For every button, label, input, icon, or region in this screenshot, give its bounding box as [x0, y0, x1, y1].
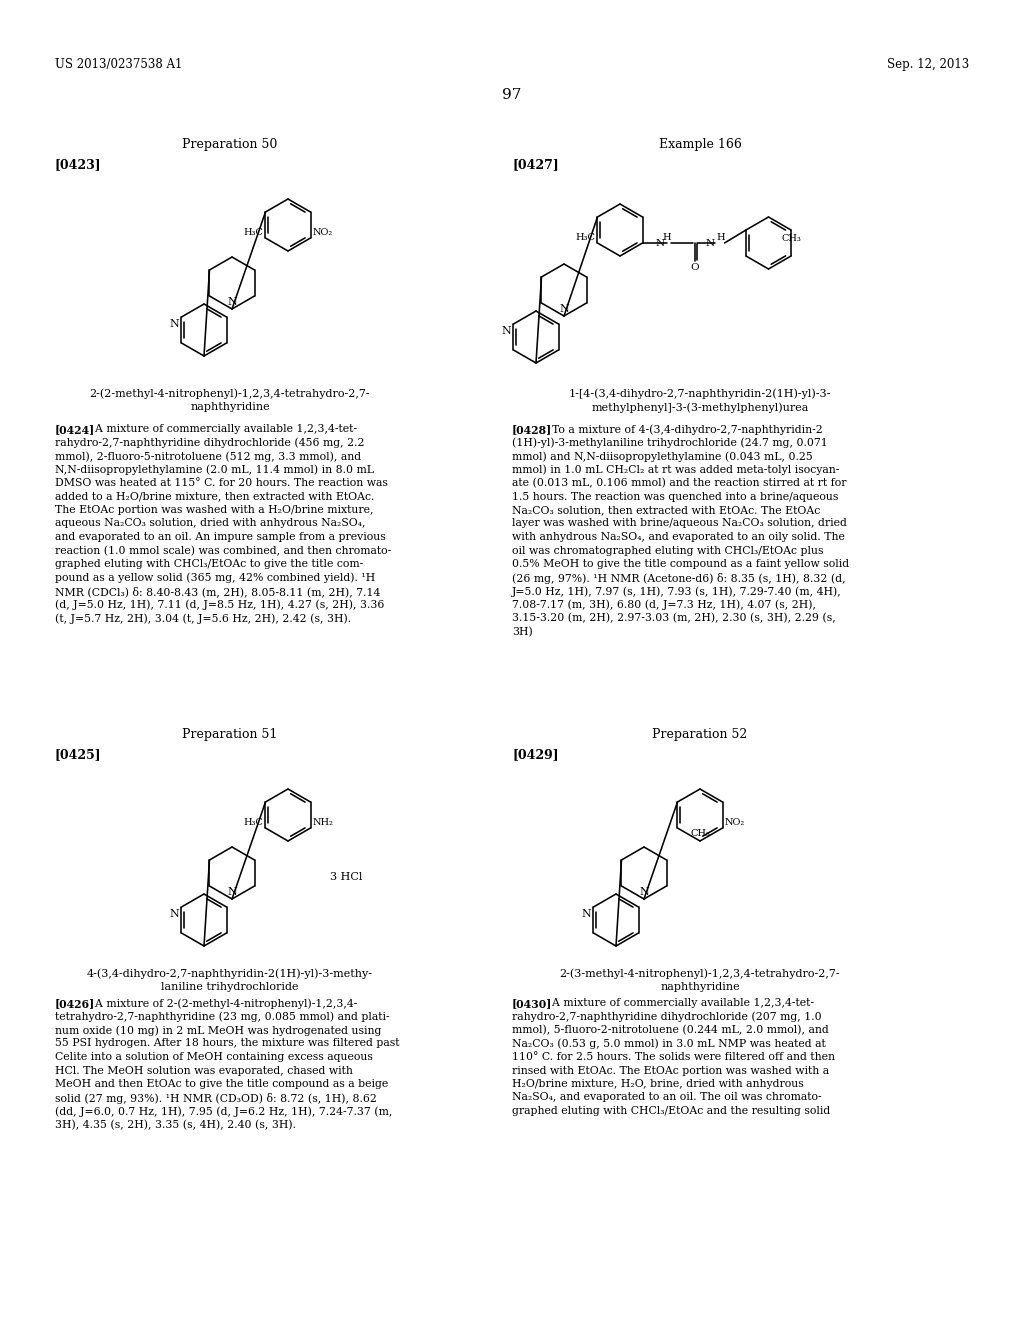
- Text: US 2013/0237538 A1: US 2013/0237538 A1: [55, 58, 182, 71]
- Text: (t, J=5.7 Hz, 2H), 3.04 (t, J=5.6 Hz, 2H), 2.42 (s, 3H).: (t, J=5.7 Hz, 2H), 3.04 (t, J=5.6 Hz, 2H…: [55, 612, 351, 623]
- Text: and evaporated to an oil. An impure sample from a previous: and evaporated to an oil. An impure samp…: [55, 532, 386, 543]
- Text: H: H: [663, 234, 671, 242]
- Text: N: N: [170, 319, 179, 329]
- Text: 3H), 4.35 (s, 2H), 3.35 (s, 4H), 2.40 (s, 3H).: 3H), 4.35 (s, 2H), 3.35 (s, 4H), 2.40 (s…: [55, 1119, 296, 1130]
- Text: To a mixture of 4-(3,4-dihydro-2,7-naphthyridin-2: To a mixture of 4-(3,4-dihydro-2,7-napht…: [545, 424, 822, 434]
- Text: [0427]: [0427]: [512, 158, 559, 172]
- Text: A mixture of commercially available 1,2,3,4-tet-: A mixture of commercially available 1,2,…: [545, 998, 814, 1008]
- Text: num oxide (10 mg) in 2 mL MeOH was hydrogenated using: num oxide (10 mg) in 2 mL MeOH was hydro…: [55, 1026, 381, 1036]
- Text: Preparation 50: Preparation 50: [182, 139, 278, 150]
- Text: [0430]: [0430]: [512, 998, 552, 1008]
- Text: 3 HCl: 3 HCl: [330, 873, 362, 882]
- Text: [0428]: [0428]: [512, 424, 552, 436]
- Text: Preparation 51: Preparation 51: [182, 729, 278, 741]
- Text: rahydro-2,7-naphthyridine dihydrochloride (456 mg, 2.2: rahydro-2,7-naphthyridine dihydrochlorid…: [55, 437, 365, 447]
- Text: (1H)-yl)-3-methylaniline trihydrochloride (24.7 mg, 0.071: (1H)-yl)-3-methylaniline trihydrochlorid…: [512, 437, 827, 447]
- Text: graphed eluting with CHCl₃/EtOAc and the resulting solid: graphed eluting with CHCl₃/EtOAc and the…: [512, 1106, 830, 1115]
- Text: [0426]: [0426]: [55, 998, 95, 1008]
- Text: 7.08-7.17 (m, 3H), 6.80 (d, J=7.3 Hz, 1H), 4.07 (s, 2H),: 7.08-7.17 (m, 3H), 6.80 (d, J=7.3 Hz, 1H…: [512, 599, 816, 610]
- Text: 1-[4-(3,4-dihydro-2,7-naphthyridin-2(1H)-yl)-3-: 1-[4-(3,4-dihydro-2,7-naphthyridin-2(1H)…: [568, 388, 831, 399]
- Text: (d, J=5.0 Hz, 1H), 7.11 (d, J=8.5 Hz, 1H), 4.27 (s, 2H), 3.36: (d, J=5.0 Hz, 1H), 7.11 (d, J=8.5 Hz, 1H…: [55, 599, 384, 610]
- Text: with anhydrous Na₂SO₄, and evaporated to an oily solid. The: with anhydrous Na₂SO₄, and evaporated to…: [512, 532, 845, 543]
- Text: The EtOAc portion was washed with a H₂O/brine mixture,: The EtOAc portion was washed with a H₂O/…: [55, 506, 374, 515]
- Text: rinsed with EtOAc. The EtOAc portion was washed with a: rinsed with EtOAc. The EtOAc portion was…: [512, 1065, 829, 1076]
- Text: 2-(2-methyl-4-nitrophenyl)-1,2,3,4-tetrahydro-2,7-: 2-(2-methyl-4-nitrophenyl)-1,2,3,4-tetra…: [90, 388, 371, 399]
- Text: N: N: [706, 239, 715, 248]
- Text: H: H: [716, 234, 725, 242]
- Text: Na₂CO₃ (0.53 g, 5.0 mmol) in 3.0 mL NMP was heated at: Na₂CO₃ (0.53 g, 5.0 mmol) in 3.0 mL NMP …: [512, 1039, 825, 1049]
- Text: oil was chromatographed eluting with CHCl₃/EtOAc plus: oil was chromatographed eluting with CHC…: [512, 545, 823, 556]
- Text: mmol) and N,N-diisopropylethylamine (0.043 mL, 0.25: mmol) and N,N-diisopropylethylamine (0.0…: [512, 451, 813, 462]
- Text: CH₃: CH₃: [690, 829, 710, 838]
- Text: solid (27 mg, 93%). ¹H NMR (CD₃OD) δ: 8.72 (s, 1H), 8.62: solid (27 mg, 93%). ¹H NMR (CD₃OD) δ: 8.…: [55, 1093, 377, 1104]
- Text: Celite into a solution of MeOH containing excess aqueous: Celite into a solution of MeOH containin…: [55, 1052, 373, 1063]
- Text: reaction (1.0 mmol scale) was combined, and then chromato-: reaction (1.0 mmol scale) was combined, …: [55, 545, 391, 556]
- Text: H₂O/brine mixture, H₂O, brine, dried with anhydrous: H₂O/brine mixture, H₂O, brine, dried wit…: [512, 1078, 804, 1089]
- Text: [0424]: [0424]: [55, 424, 95, 436]
- Text: (26 mg, 97%). ¹H NMR (Acetone-d6) δ: 8.35 (s, 1H), 8.32 (d,: (26 mg, 97%). ¹H NMR (Acetone-d6) δ: 8.3…: [512, 573, 846, 583]
- Text: 2-(3-methyl-4-nitrophenyl)-1,2,3,4-tetrahydro-2,7-: 2-(3-methyl-4-nitrophenyl)-1,2,3,4-tetra…: [560, 968, 841, 978]
- Text: MeOH and then EtOAc to give the title compound as a beige: MeOH and then EtOAc to give the title co…: [55, 1078, 388, 1089]
- Text: laniline trihydrochloride: laniline trihydrochloride: [161, 982, 299, 993]
- Text: N: N: [655, 239, 665, 248]
- Text: 1.5 hours. The reaction was quenched into a brine/aqueous: 1.5 hours. The reaction was quenched int…: [512, 491, 839, 502]
- Text: H₃C: H₃C: [244, 818, 263, 828]
- Text: Sep. 12, 2013: Sep. 12, 2013: [887, 58, 969, 71]
- Text: rahydro-2,7-naphthyridine dihydrochloride (207 mg, 1.0: rahydro-2,7-naphthyridine dihydrochlorid…: [512, 1011, 821, 1022]
- Text: 110° C. for 2.5 hours. The solids were filtered off and then: 110° C. for 2.5 hours. The solids were f…: [512, 1052, 835, 1063]
- Text: NH₂: NH₂: [312, 818, 334, 828]
- Text: Na₂CO₃ solution, then extracted with EtOAc. The EtOAc: Na₂CO₃ solution, then extracted with EtO…: [512, 506, 820, 515]
- Text: [0429]: [0429]: [512, 748, 559, 762]
- Text: NMR (CDCl₃) δ: 8.40-8.43 (m, 2H), 8.05-8.11 (m, 2H), 7.14: NMR (CDCl₃) δ: 8.40-8.43 (m, 2H), 8.05-8…: [55, 586, 380, 597]
- Text: NO₂: NO₂: [312, 228, 333, 238]
- Text: 97: 97: [503, 88, 521, 102]
- Text: CH₃: CH₃: [781, 234, 801, 243]
- Text: N: N: [559, 304, 569, 314]
- Text: N: N: [170, 909, 179, 919]
- Text: H₃C: H₃C: [575, 234, 596, 242]
- Text: mmol) in 1.0 mL CH₂Cl₂ at rt was added meta-tolyl isocyan-: mmol) in 1.0 mL CH₂Cl₂ at rt was added m…: [512, 465, 840, 475]
- Text: added to a H₂O/brine mixture, then extracted with EtOAc.: added to a H₂O/brine mixture, then extra…: [55, 491, 375, 502]
- Text: graphed eluting with CHCl₃/EtOAc to give the title com-: graphed eluting with CHCl₃/EtOAc to give…: [55, 558, 364, 569]
- Text: Preparation 52: Preparation 52: [652, 729, 748, 741]
- Text: H₃C: H₃C: [244, 228, 263, 238]
- Text: naphthyridine: naphthyridine: [190, 403, 269, 412]
- Text: N: N: [227, 297, 237, 308]
- Text: HCl. The MeOH solution was evaporated, chased with: HCl. The MeOH solution was evaporated, c…: [55, 1065, 353, 1076]
- Text: Example 166: Example 166: [658, 139, 741, 150]
- Text: DMSO was heated at 115° C. for 20 hours. The reaction was: DMSO was heated at 115° C. for 20 hours.…: [55, 478, 388, 488]
- Text: 4-(3,4-dihydro-2,7-naphthyridin-2(1H)-yl)-3-methy-: 4-(3,4-dihydro-2,7-naphthyridin-2(1H)-yl…: [87, 968, 373, 978]
- Text: N,N-diisopropylethylamine (2.0 mL, 11.4 mmol) in 8.0 mL: N,N-diisopropylethylamine (2.0 mL, 11.4 …: [55, 465, 374, 475]
- Text: O: O: [690, 263, 698, 272]
- Text: J=5.0 Hz, 1H), 7.97 (s, 1H), 7.93 (s, 1H), 7.29-7.40 (m, 4H),: J=5.0 Hz, 1H), 7.97 (s, 1H), 7.93 (s, 1H…: [512, 586, 842, 597]
- Text: tetrahydro-2,7-naphthyridine (23 mg, 0.085 mmol) and plati-: tetrahydro-2,7-naphthyridine (23 mg, 0.0…: [55, 1011, 389, 1022]
- Text: methylphenyl]-3-(3-methylphenyl)urea: methylphenyl]-3-(3-methylphenyl)urea: [591, 403, 809, 413]
- Text: NO₂: NO₂: [725, 818, 744, 828]
- Text: 3.15-3.20 (m, 2H), 2.97-3.03 (m, 2H), 2.30 (s, 3H), 2.29 (s,: 3.15-3.20 (m, 2H), 2.97-3.03 (m, 2H), 2.…: [512, 612, 836, 623]
- Text: A mixture of commercially available 1,2,3,4-tet-: A mixture of commercially available 1,2,…: [88, 424, 357, 434]
- Text: A mixture of 2-(2-methyl-4-nitrophenyl)-1,2,3,4-: A mixture of 2-(2-methyl-4-nitrophenyl)-…: [88, 998, 357, 1008]
- Text: Na₂SO₄, and evaporated to an oil. The oil was chromato-: Na₂SO₄, and evaporated to an oil. The oi…: [512, 1093, 821, 1102]
- Text: mmol), 2-fluoro-5-nitrotoluene (512 mg, 3.3 mmol), and: mmol), 2-fluoro-5-nitrotoluene (512 mg, …: [55, 451, 361, 462]
- Text: aqueous Na₂CO₃ solution, dried with anhydrous Na₂SO₄,: aqueous Na₂CO₃ solution, dried with anhy…: [55, 519, 366, 528]
- Text: mmol), 5-fluoro-2-nitrotoluene (0.244 mL, 2.0 mmol), and: mmol), 5-fluoro-2-nitrotoluene (0.244 mL…: [512, 1026, 828, 1035]
- Text: pound as a yellow solid (365 mg, 42% combined yield). ¹H: pound as a yellow solid (365 mg, 42% com…: [55, 573, 375, 583]
- Text: 3H): 3H): [512, 627, 532, 636]
- Text: [0425]: [0425]: [55, 748, 101, 762]
- Text: naphthyridine: naphthyridine: [660, 982, 739, 993]
- Text: [0423]: [0423]: [55, 158, 101, 172]
- Text: N: N: [639, 887, 649, 898]
- Text: 0.5% MeOH to give the title compound as a faint yellow solid: 0.5% MeOH to give the title compound as …: [512, 558, 849, 569]
- Text: layer was washed with brine/aqueous Na₂CO₃ solution, dried: layer was washed with brine/aqueous Na₂C…: [512, 519, 847, 528]
- Text: N: N: [227, 887, 237, 898]
- Text: N: N: [502, 326, 511, 337]
- Text: (dd, J=6.0, 0.7 Hz, 1H), 7.95 (d, J=6.2 Hz, 1H), 7.24-7.37 (m,: (dd, J=6.0, 0.7 Hz, 1H), 7.95 (d, J=6.2 …: [55, 1106, 392, 1117]
- Text: 55 PSI hydrogen. After 18 hours, the mixture was filtered past: 55 PSI hydrogen. After 18 hours, the mix…: [55, 1039, 399, 1048]
- Text: N: N: [582, 909, 592, 919]
- Text: ate (0.013 mL, 0.106 mmol) and the reaction stirred at rt for: ate (0.013 mL, 0.106 mmol) and the react…: [512, 478, 847, 488]
